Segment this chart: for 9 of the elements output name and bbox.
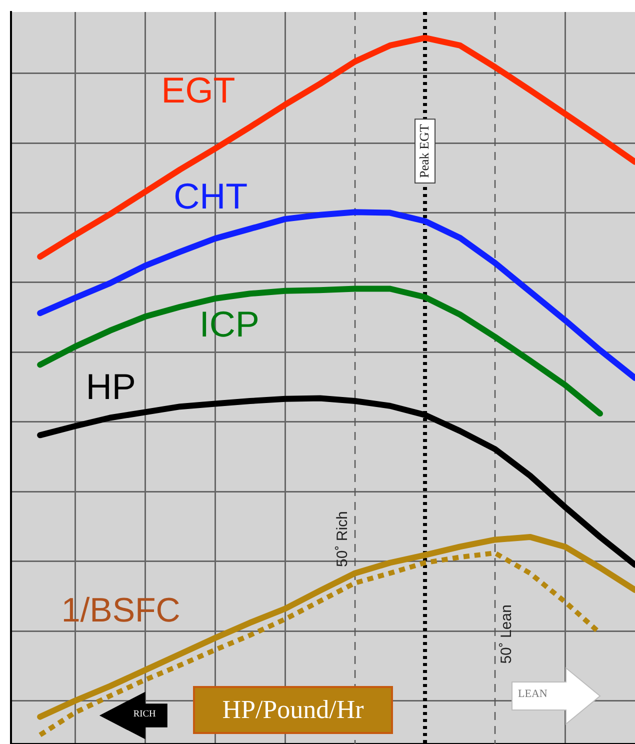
series-label: EGT (161, 69, 236, 110)
series-label: HP (86, 366, 136, 407)
annotation: 50˚ Rich (334, 511, 352, 567)
annotation: RICH (133, 708, 156, 719)
annotation: 50˚ Lean (498, 604, 516, 664)
annotation: Peak EGT (416, 124, 432, 178)
series-label: ICP (199, 304, 260, 345)
annotation: LEAN (518, 688, 548, 700)
annotation: HP/Pound/Hr (193, 686, 393, 734)
